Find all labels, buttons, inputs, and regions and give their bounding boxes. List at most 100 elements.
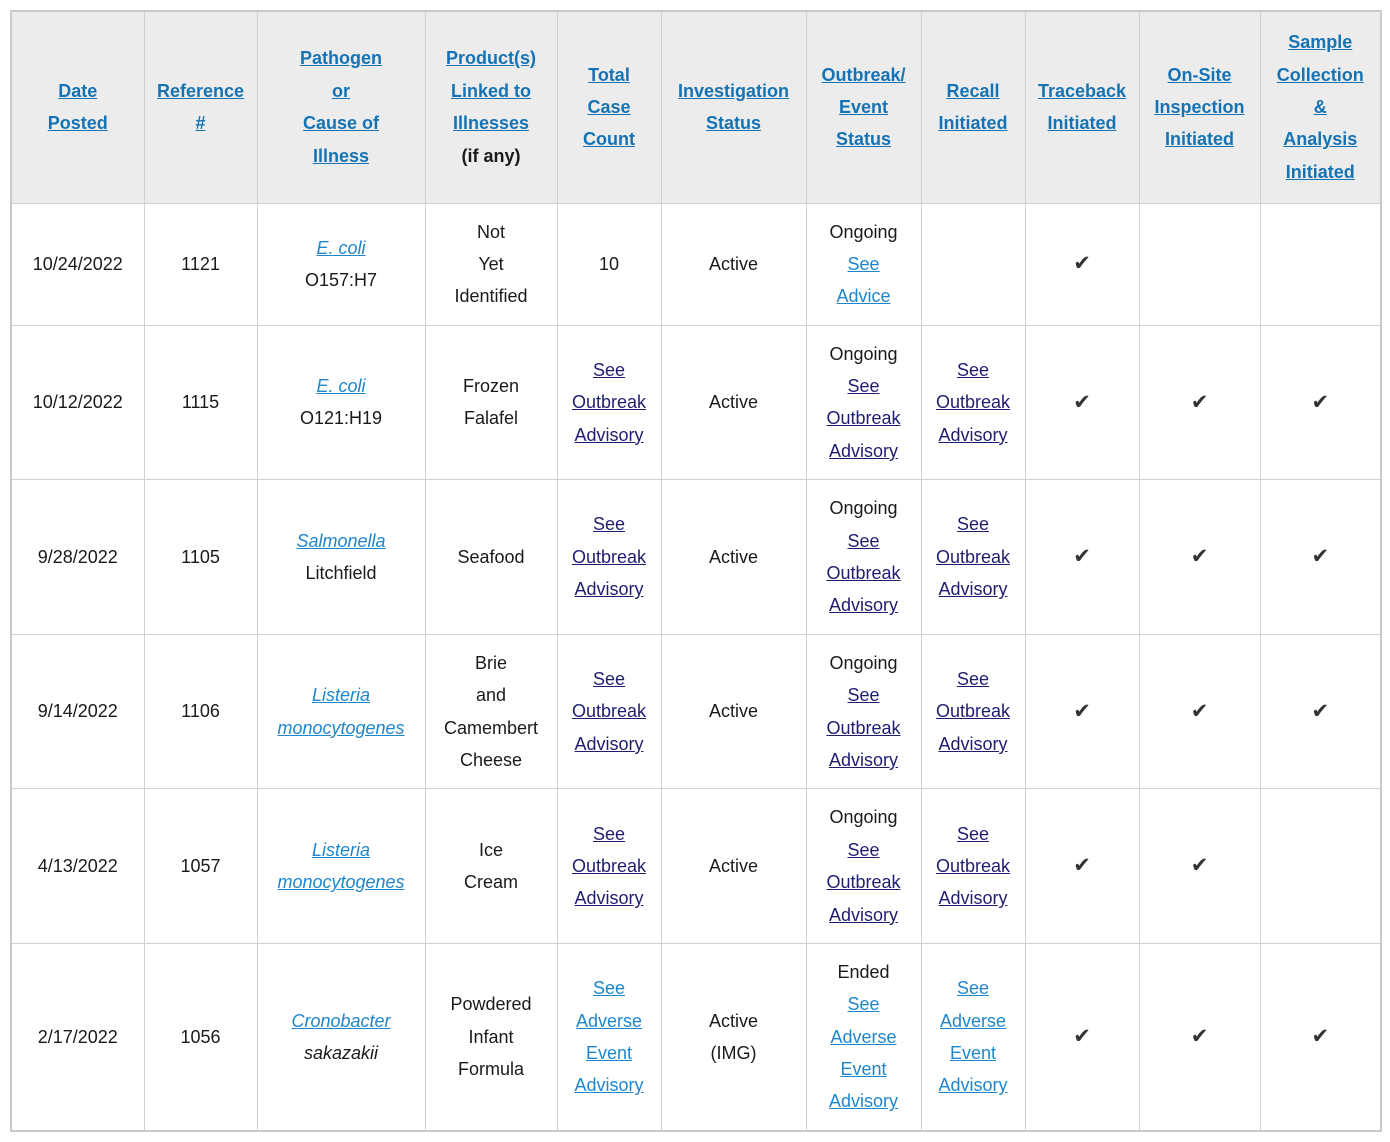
product-value: Powdered Infant Formula (450, 994, 532, 1080)
product-cell: Frozen Falafel (424, 324, 558, 481)
sort-link-investigation[interactable]: Investigation Status (677, 80, 789, 134)
onsite-inspection-cell: ✔ (1138, 479, 1261, 635)
reference-cell: 1115 (143, 324, 258, 481)
sample-collection-cell: ✔ (1259, 942, 1382, 1132)
recall-cell: See Outbreak Advisory (920, 633, 1026, 790)
sort-link-pathogen[interactable]: Pathogen or Cause of Illness (299, 48, 382, 166)
reference-value: 1105 (181, 546, 220, 567)
reference-value: 1121 (181, 253, 220, 274)
product-value: Ice Cream (463, 839, 518, 893)
date-posted-cell: 10/12/2022 (10, 324, 145, 481)
outbreak-advisory-link[interactable]: See Outbreak Advisory (826, 839, 901, 925)
reference-value: 1106 (181, 701, 220, 722)
pathogen-link[interactable]: Listeria monocytogenes (277, 685, 405, 738)
outbreak-status-value: Ended (837, 961, 890, 982)
product-value: Not Yet Identified (454, 221, 528, 307)
pathogen-link[interactable]: Cronobacter (291, 1010, 391, 1031)
date-posted-cell: 9/28/2022 (10, 479, 145, 635)
pathogen-rest: O121:H19 (299, 408, 383, 429)
traceback-cell: ✔ (1024, 202, 1140, 326)
sort-link-reference[interactable]: Reference # (156, 80, 245, 134)
pathogen-rest: Litchfield (305, 563, 377, 584)
column-header-sample: Sample Collection & Analysis Initiated (1259, 10, 1382, 204)
sort-link-traceback[interactable]: Traceback Initiated (1037, 80, 1127, 134)
investigation-status-value: Active (708, 855, 759, 876)
product-value: Seafood (457, 546, 525, 567)
outbreak-investigations-table: Date Posted Reference # Pathogen or Cause … (10, 10, 1382, 1132)
product-cell: Brie and Camembert Cheese (424, 633, 558, 790)
case-count-advisory-link[interactable]: See Outbreak Advisory (571, 359, 647, 445)
onsite-check-icon: ✔ (1190, 699, 1209, 723)
onsite-check-icon: ✔ (1190, 854, 1209, 878)
sort-link-recall[interactable]: Recall Initiated (938, 80, 1008, 134)
outbreak-advisory-link[interactable]: See Outbreak Advisory (826, 685, 901, 770)
investigation-status-cell: Active (660, 633, 807, 790)
pathogen-link[interactable]: Salmonella (296, 530, 386, 551)
table-row: 9/28/2022 1105 Salmonella Litchfield Seafood… (10, 479, 1382, 635)
case-count-cell: See Outbreak Advisory (556, 788, 662, 944)
table-header: Date Posted Reference # Pathogen or Cause … (10, 10, 1382, 204)
recall-advisory-link[interactable]: See Outbreak Advisory (935, 823, 1011, 909)
case-count-advisory-link[interactable]: See Adverse Event Advisory (574, 978, 644, 1096)
onsite-inspection-cell: ✔ (1138, 633, 1261, 790)
column-header-pathogen: Pathogen or Cause of Illness (256, 10, 426, 204)
recall-advisory-link[interactable]: See Outbreak Advisory (935, 359, 1011, 445)
sort-link-product[interactable]: Product(s) Linked to Illnesses (446, 48, 536, 134)
product-cell: Not Yet Identified (424, 202, 558, 326)
pathogen-cell: E. coli O121:H19 (256, 324, 426, 481)
reference-value: 1115 (181, 392, 220, 413)
outbreak-advisory-link[interactable]: See Adverse Event Advisory (828, 994, 899, 1112)
outbreak-advisory-link[interactable]: See Advice (836, 253, 891, 307)
column-header-product-suffix: (if any) (461, 145, 521, 166)
date-posted-value: 10/12/2022 (32, 392, 123, 413)
sample-check-icon: ✔ (1311, 390, 1330, 414)
reference-value: 1056 (180, 1026, 221, 1047)
recall-advisory-link[interactable]: See Adverse Event Advisory (938, 978, 1008, 1096)
pathogen-link[interactable]: Listeria monocytogenes (277, 839, 405, 893)
table-body: 10/24/2022 1121 E. coli O157:H7 Not Yet Iden… (10, 202, 1382, 1132)
case-count-advisory-link[interactable]: See Outbreak Advisory (571, 668, 647, 754)
recall-advisory-link[interactable]: See Outbreak Advisory (935, 668, 1011, 754)
reference-cell: 1105 (143, 479, 258, 635)
case-count-cell: See Outbreak Advisory (556, 633, 662, 790)
onsite-check-icon: ✔ (1190, 545, 1209, 569)
onsite-check-icon: ✔ (1190, 390, 1209, 414)
case-count-cell: See Adverse Event Advisory (556, 942, 662, 1132)
recall-advisory-link[interactable]: See Outbreak Advisory (935, 514, 1011, 600)
product-cell: Ice Cream (424, 788, 558, 944)
traceback-check-icon: ✔ (1073, 854, 1091, 878)
sort-link-sample[interactable]: Sample Collection & Analysis Initiated (1276, 32, 1364, 182)
date-posted-value: 10/24/2022 (32, 253, 123, 274)
reference-cell: 1106 (143, 633, 258, 790)
investigation-status-value: Active (708, 701, 759, 722)
pathogen-rest: O157:H7 (304, 270, 378, 291)
outbreak-status-value: Ongoing (829, 652, 898, 673)
onsite-check-icon: ✔ (1190, 1025, 1209, 1048)
outbreak-advisory-link[interactable]: See Outbreak Advisory (826, 530, 901, 616)
sort-link-date[interactable]: Date Posted (47, 80, 108, 134)
product-cell: Powdered Infant Formula (424, 942, 558, 1132)
case-count-advisory-link[interactable]: See Outbreak Advisory (571, 823, 647, 909)
pathogen-link[interactable]: E. coli (316, 237, 366, 258)
sort-link-case-count[interactable]: Total Case Count (583, 64, 635, 150)
outbreak-status-cell: Ongoing See Outbreak Advisory (805, 633, 922, 790)
sort-link-onsite[interactable]: On-Site Inspection Initiated (1154, 64, 1245, 150)
date-posted-cell: 10/24/2022 (10, 202, 145, 326)
reference-cell: 1056 (143, 942, 258, 1132)
date-posted-value: 9/28/2022 (37, 546, 118, 567)
case-count-advisory-link[interactable]: See Outbreak Advisory (571, 514, 647, 600)
recall-cell: See Outbreak Advisory (920, 479, 1026, 635)
recall-cell: See Outbreak Advisory (920, 788, 1026, 944)
column-header-reference: Reference # (143, 10, 258, 204)
column-header-recall: Recall Initiated (920, 10, 1026, 204)
traceback-cell: ✔ (1024, 324, 1140, 481)
reference-cell: 1121 (143, 202, 258, 326)
table-row: 10/24/2022 1121 E. coli O157:H7 Not Yet Iden… (10, 202, 1382, 326)
pathogen-link[interactable]: E. coli (316, 376, 366, 397)
onsite-inspection-cell (1138, 202, 1261, 326)
sort-link-outbreak[interactable]: Outbreak/ Event Status (821, 64, 906, 150)
column-header-investigation: Investigation Status (660, 10, 807, 204)
outbreak-advisory-link[interactable]: See Outbreak Advisory (826, 376, 901, 461)
sample-collection-cell (1259, 202, 1382, 326)
